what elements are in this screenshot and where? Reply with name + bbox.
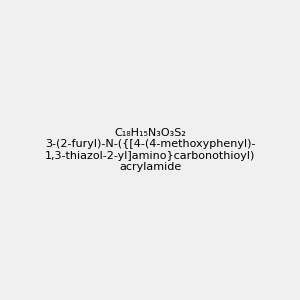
Text: C₁₈H₁₅N₃O₃S₂
3-(2-furyl)-N-({[4-(4-methoxyphenyl)-
1,3-thiazol-2-yl]amino}carbon: C₁₈H₁₅N₃O₃S₂ 3-(2-furyl)-N-({[4-(4-metho… (45, 128, 255, 172)
